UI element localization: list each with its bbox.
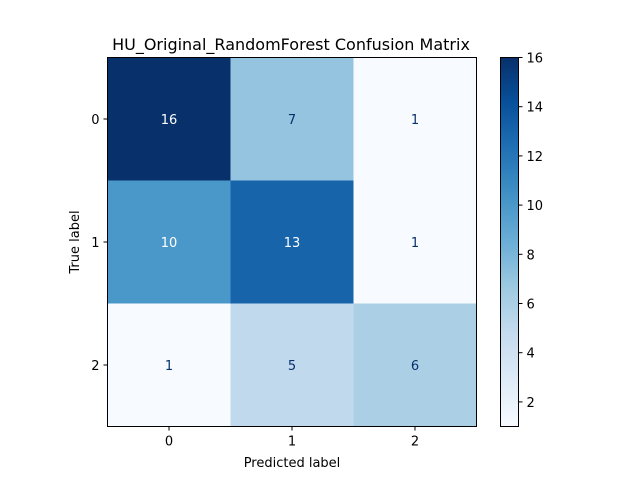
heatmap-cell bbox=[353, 180, 477, 304]
cell-value-label: 13 bbox=[284, 236, 301, 251]
x-tick-label: 2 bbox=[411, 435, 419, 450]
x-tick-label: 0 bbox=[165, 435, 173, 450]
cell-value-label: 5 bbox=[288, 359, 296, 374]
y-tick-label: 1 bbox=[91, 236, 99, 251]
colorbar-ticks: 2 4 6 8 10 12 14 16 bbox=[518, 52, 544, 411]
heatmap-cells: 16 7 1 10 13 1 1 5 6 bbox=[107, 57, 477, 427]
heatmap-cell bbox=[230, 303, 354, 427]
heatmap-cell bbox=[107, 180, 231, 304]
colorbar-tick-label: 8 bbox=[527, 248, 535, 263]
colorbar bbox=[500, 57, 519, 427]
x-tick-label: 1 bbox=[288, 435, 296, 450]
cell-value-label: 1 bbox=[411, 113, 419, 128]
heatmap-cell bbox=[353, 303, 477, 427]
colorbar-tick-label: 10 bbox=[527, 199, 544, 214]
y-axis-label: True label bbox=[68, 210, 83, 274]
x-axis-label: Predicted label bbox=[244, 456, 341, 471]
colorbar-tick-label: 14 bbox=[527, 101, 544, 116]
y-axis-ticks: 0 1 2 bbox=[91, 113, 108, 374]
heatmap-cell bbox=[107, 303, 231, 427]
chart-title: HU_Original_RandomForest Confusion Matri… bbox=[112, 35, 470, 55]
cell-value-label: 6 bbox=[411, 359, 419, 374]
colorbar-tick-label: 2 bbox=[527, 396, 535, 411]
y-tick-label: 2 bbox=[91, 359, 99, 374]
colorbar-tick-label: 6 bbox=[527, 298, 535, 313]
heatmap-cell bbox=[230, 180, 354, 304]
colorbar-tick-label: 4 bbox=[527, 347, 535, 362]
cell-value-label: 1 bbox=[165, 359, 173, 374]
y-tick-label: 0 bbox=[91, 113, 99, 128]
cell-value-label: 7 bbox=[288, 113, 296, 128]
cell-value-label: 16 bbox=[161, 113, 178, 128]
cell-value-label: 10 bbox=[161, 236, 178, 251]
heatmap-cell bbox=[230, 57, 354, 181]
x-axis-ticks: 0 1 2 bbox=[165, 426, 419, 450]
heatmap-cell bbox=[353, 57, 477, 181]
heatmap-cell bbox=[107, 57, 231, 181]
cell-value-label: 1 bbox=[411, 236, 419, 251]
colorbar-tick-label: 12 bbox=[527, 150, 544, 165]
colorbar-tick-label: 16 bbox=[527, 52, 544, 67]
